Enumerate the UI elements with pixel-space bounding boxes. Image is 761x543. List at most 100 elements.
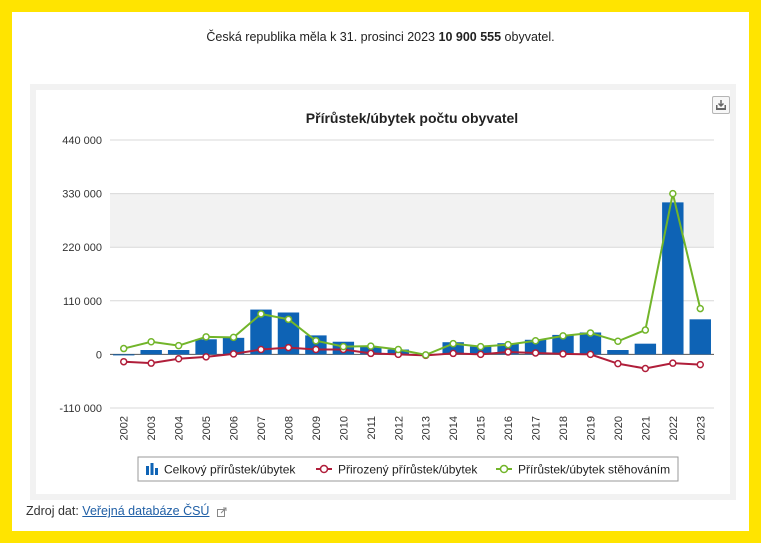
- migration-point[interactable]: [312, 337, 320, 345]
- x-tick-label: 2008: [283, 416, 295, 440]
- natural-point[interactable]: [614, 359, 622, 368]
- bar[interactable]: [689, 319, 711, 355]
- migration-point[interactable]: [586, 329, 595, 337]
- migration-point[interactable]: [504, 340, 512, 349]
- migration-point[interactable]: [559, 332, 567, 340]
- bar[interactable]: [195, 339, 217, 355]
- x-tick-label: 2021: [640, 416, 652, 440]
- chart-title: Přírůstek/úbytek počtu obyvatel: [306, 110, 518, 126]
- x-tick-label: 2006: [229, 416, 241, 440]
- migration-point[interactable]: [696, 304, 705, 313]
- natural-point[interactable]: [284, 343, 293, 352]
- x-tick-label: 2005: [201, 416, 213, 440]
- data-source: Zdroj dat: Veřejná databáze ČSÚ: [26, 504, 227, 518]
- migration-point[interactable]: [394, 345, 403, 354]
- bar[interactable]: [167, 350, 190, 355]
- migration-point[interactable]: [641, 326, 650, 334]
- natural-point[interactable]: [229, 350, 238, 358]
- migration-point[interactable]: [367, 342, 375, 350]
- chart-area: Přírůstek/úbytek počtu obyvatel -110 000 0…: [36, 90, 730, 494]
- source-link[interactable]: Veřejná databáze ČSÚ: [82, 504, 210, 518]
- legend-bar-icon: [155, 468, 158, 475]
- x-tick-label: 2007: [256, 416, 268, 440]
- migration-point[interactable]: [669, 189, 677, 198]
- bar[interactable]: [524, 339, 547, 355]
- x-tick-label: 2018: [558, 416, 570, 440]
- migration-point[interactable]: [202, 333, 210, 341]
- natural-point[interactable]: [367, 349, 375, 358]
- natural-point[interactable]: [504, 348, 512, 356]
- bar[interactable]: [634, 343, 657, 355]
- natural-point[interactable]: [641, 364, 650, 373]
- summary-prefix: Česká republika měla k 31. prosinci 2023: [206, 30, 436, 44]
- summary-suffix: obyvatel.: [504, 30, 555, 44]
- bar[interactable]: [662, 202, 684, 355]
- x-tick-label: 2014: [448, 416, 460, 440]
- y-tick-label: 440 000: [62, 135, 102, 147]
- legend-natural-icon: [319, 464, 329, 474]
- natural-point[interactable]: [586, 350, 595, 359]
- y-tick-label: 220 000: [62, 242, 102, 254]
- population-summary: Česká republika měla k 31. prosinci 2023…: [12, 30, 749, 44]
- legend-migration-icon: [499, 464, 509, 474]
- migration-point[interactable]: [531, 337, 540, 345]
- download-button[interactable]: [712, 96, 730, 114]
- x-tick-label: 2020: [613, 416, 625, 440]
- migration-point[interactable]: [229, 333, 238, 342]
- x-tick-label: 2019: [585, 416, 597, 440]
- natural-point[interactable]: [119, 357, 128, 366]
- migration-point[interactable]: [339, 342, 348, 351]
- migration-point[interactable]: [421, 351, 430, 359]
- migration-point[interactable]: [284, 315, 293, 324]
- natural-point[interactable]: [559, 350, 567, 358]
- population-value: 10 900 555: [438, 30, 502, 44]
- migration-point[interactable]: [147, 337, 155, 346]
- migration-point[interactable]: [614, 337, 622, 345]
- natural-series-line: [123, 346, 701, 370]
- migration-point[interactable]: [257, 310, 265, 318]
- population-chart: Přírůstek/úbytek počtu obyvatel -110 000 0…: [59, 110, 714, 482]
- y-tick-label: 330 000: [62, 189, 102, 201]
- natural-point[interactable]: [531, 349, 540, 357]
- y-tick-label: -110 000: [59, 403, 102, 415]
- legend-label-natural[interactable]: Přirozený přírůstek/úbytek: [338, 463, 478, 477]
- migration-point[interactable]: [476, 342, 485, 351]
- bar[interactable]: [113, 354, 135, 356]
- natural-point[interactable]: [312, 345, 320, 354]
- legend-box: [137, 456, 679, 482]
- x-tick-label: 2002: [119, 416, 131, 440]
- x-tick-label: 2010: [338, 416, 350, 440]
- migration-point[interactable]: [449, 339, 457, 348]
- bar[interactable]: [607, 350, 629, 355]
- bar[interactable]: [469, 346, 492, 355]
- bar[interactable]: [250, 309, 272, 355]
- x-tick-label: 2016: [503, 416, 515, 440]
- x-tick-label: 2004: [174, 416, 186, 440]
- x-tick-label: 2003: [146, 416, 158, 440]
- x-tick-label: 2011: [366, 416, 378, 440]
- natural-point[interactable]: [174, 355, 183, 363]
- bar[interactable]: [552, 334, 574, 355]
- bar[interactable]: [579, 332, 602, 355]
- x-tick-label: 2015: [476, 416, 488, 440]
- natural-point[interactable]: [449, 349, 457, 358]
- legend-label-total[interactable]: Celkový přírůstek/úbytek: [164, 463, 296, 477]
- x-tick-label: 2022: [668, 416, 680, 440]
- bar[interactable]: [222, 337, 245, 355]
- natural-point[interactable]: [202, 353, 210, 361]
- migration-point[interactable]: [174, 341, 183, 350]
- legend-bar-icon: [146, 466, 149, 475]
- bar[interactable]: [140, 350, 162, 355]
- natural-point[interactable]: [669, 359, 677, 367]
- download-icon: [716, 100, 726, 110]
- y-tick-label: 110 000: [63, 296, 102, 308]
- natural-point[interactable]: [257, 345, 265, 354]
- source-label: Zdroj dat:: [26, 504, 79, 518]
- natural-point[interactable]: [696, 360, 705, 369]
- external-link-icon: [216, 507, 227, 517]
- natural-point[interactable]: [476, 350, 485, 359]
- legend-label-migration[interactable]: Přírůstek/úbytek stěhováním: [518, 463, 670, 477]
- migration-series-line: [123, 193, 702, 356]
- natural-point[interactable]: [147, 359, 155, 367]
- migration-point[interactable]: [119, 344, 128, 353]
